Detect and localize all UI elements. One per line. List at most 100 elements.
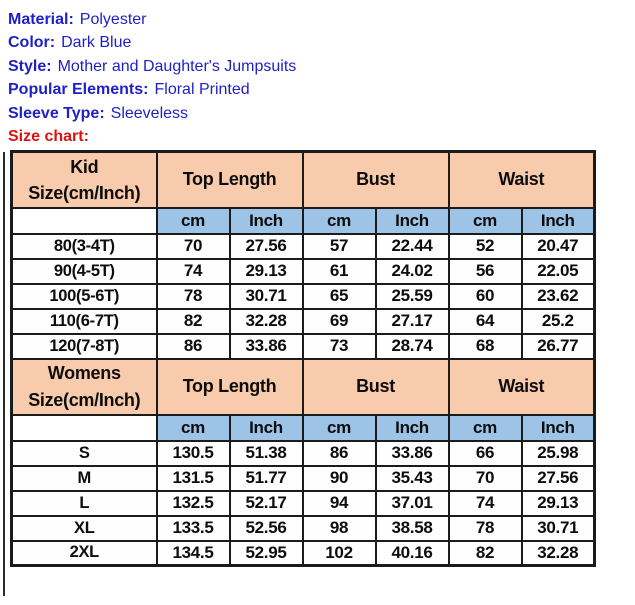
value-cell: 52 <box>447 232 523 260</box>
value-cell: 69 <box>301 307 377 335</box>
womens-unit-row: cm Inch cm Inch cm Inch <box>10 413 596 442</box>
info-value: Dark Blue <box>61 34 132 52</box>
blank-cell <box>10 206 158 235</box>
value-cell: 90 <box>301 464 377 492</box>
value-cell: 27.56 <box>520 464 596 492</box>
size-cell: 120(7-8T) <box>10 332 158 360</box>
value-cell: 33.86 <box>228 332 304 360</box>
unit-header: Inch <box>228 206 304 235</box>
womens-header-row: Womens Size(cm/Inch) Top Length Bust Wai… <box>10 357 596 416</box>
value-cell: 27.56 <box>228 232 304 260</box>
value-cell: 94 <box>301 489 377 517</box>
value-cell: 98 <box>301 514 377 542</box>
womens-group-top-length: Top Length <box>155 357 304 416</box>
unit-header: cm <box>155 413 231 442</box>
unit-header: cm <box>447 413 523 442</box>
unit-header: cm <box>301 206 377 235</box>
product-info-line-sleeve-type: Sleeve Type: Sleeveless <box>8 102 296 125</box>
value-cell: 74 <box>155 257 231 285</box>
product-info-line-popular-elements: Popular Elements: Floral Printed <box>8 78 296 101</box>
size-cell: 2XL <box>10 539 158 567</box>
kid-section-title-cell: Kid Size(cm/Inch) <box>10 150 158 209</box>
size-chart-heading-label: Size chart: <box>8 128 89 146</box>
kid-group-waist: Waist <box>447 150 596 209</box>
kid-title-line2: Size(cm/Inch) <box>28 182 141 203</box>
size-cell: 100(5-6T) <box>10 282 158 310</box>
value-cell: 27.17 <box>374 307 450 335</box>
value-cell: 25.59 <box>374 282 450 310</box>
size-cell: 110(6-7T) <box>10 307 158 335</box>
size-cell: M <box>10 464 158 492</box>
value-cell: 102 <box>301 539 377 567</box>
value-cell: 25.98 <box>520 439 596 467</box>
unit-header: Inch <box>520 413 596 442</box>
value-cell: 33.86 <box>374 439 450 467</box>
info-label: Popular Elements: <box>8 81 149 99</box>
kid-group-top-length: Top Length <box>155 150 304 209</box>
kid-title-line1: Kid <box>70 156 99 177</box>
value-cell: 66 <box>447 439 523 467</box>
unit-header: Inch <box>374 206 450 235</box>
value-cell: 134.5 <box>155 539 231 567</box>
table-row: 80(3-4T) 70 27.56 57 22.44 52 20.47 <box>10 232 596 260</box>
womens-group-bust: Bust <box>301 357 450 416</box>
value-cell: 131.5 <box>155 464 231 492</box>
womens-title-line1: Womens <box>47 363 121 384</box>
value-cell: 32.28 <box>228 307 304 335</box>
table-row: 120(7-8T) 86 33.86 73 28.74 68 26.77 <box>10 332 596 360</box>
value-cell: 133.5 <box>155 514 231 542</box>
value-cell: 35.43 <box>374 464 450 492</box>
size-chart-table: Kid Size(cm/Inch) Top Length Bust Waist … <box>10 150 597 567</box>
womens-section-title-cell: Womens Size(cm/Inch) <box>10 357 158 416</box>
product-info-line-color: Color: Dark Blue <box>8 31 296 54</box>
value-cell: 30.71 <box>228 282 304 310</box>
value-cell: 57 <box>301 232 377 260</box>
unit-header: cm <box>301 413 377 442</box>
size-cell: L <box>10 489 158 517</box>
value-cell: 30.71 <box>520 514 596 542</box>
kid-header-row: Kid Size(cm/Inch) Top Length Bust Waist <box>10 150 596 209</box>
value-cell: 65 <box>301 282 377 310</box>
size-cell: 90(4-5T) <box>10 257 158 285</box>
unit-header: cm <box>447 206 523 235</box>
value-cell: 20.47 <box>520 232 596 260</box>
unit-header: Inch <box>374 413 450 442</box>
value-cell: 70 <box>155 232 231 260</box>
value-cell: 52.56 <box>228 514 304 542</box>
value-cell: 132.5 <box>155 489 231 517</box>
table-row: 100(5-6T) 78 30.71 65 25.59 60 23.62 <box>10 282 596 310</box>
value-cell: 86 <box>155 332 231 360</box>
value-cell: 29.13 <box>520 489 596 517</box>
value-cell: 51.38 <box>228 439 304 467</box>
product-info: Material: Polyester Color: Dark Blue Style… <box>8 8 296 148</box>
value-cell: 68 <box>447 332 523 360</box>
table-row: 2XL 134.5 52.95 102 40.16 82 32.28 <box>10 539 596 567</box>
value-cell: 23.62 <box>520 282 596 310</box>
value-cell: 64 <box>447 307 523 335</box>
info-value: Polyester <box>79 11 147 28</box>
value-cell: 40.16 <box>374 539 450 567</box>
table-row: M 131.5 51.77 90 35.43 70 27.56 <box>10 464 596 492</box>
value-cell: 29.13 <box>228 257 304 285</box>
value-cell: 56 <box>447 257 523 285</box>
value-cell: 82 <box>155 307 231 335</box>
value-cell: 37.01 <box>374 489 450 517</box>
value-cell: 61 <box>301 257 377 285</box>
kid-unit-row: cm Inch cm Inch cm Inch <box>10 206 596 235</box>
value-cell: 26.77 <box>520 332 596 360</box>
product-info-line-material: Material: Polyester <box>8 8 296 31</box>
table-row: S 130.5 51.38 86 33.86 66 25.98 <box>10 439 596 467</box>
kid-group-bust: Bust <box>301 150 450 209</box>
value-cell: 51.77 <box>228 464 304 492</box>
table-row: XL 133.5 52.56 98 38.58 78 30.71 <box>10 514 596 542</box>
value-cell: 70 <box>447 464 523 492</box>
value-cell: 52.17 <box>228 489 304 517</box>
value-cell: 130.5 <box>155 439 231 467</box>
size-chart-heading: Size chart: <box>8 125 296 148</box>
womens-group-waist: Waist <box>447 357 596 416</box>
unit-header: Inch <box>228 413 304 442</box>
value-cell: 32.28 <box>520 539 596 567</box>
value-cell: 78 <box>155 282 231 310</box>
size-cell: 80(3-4T) <box>10 232 158 260</box>
